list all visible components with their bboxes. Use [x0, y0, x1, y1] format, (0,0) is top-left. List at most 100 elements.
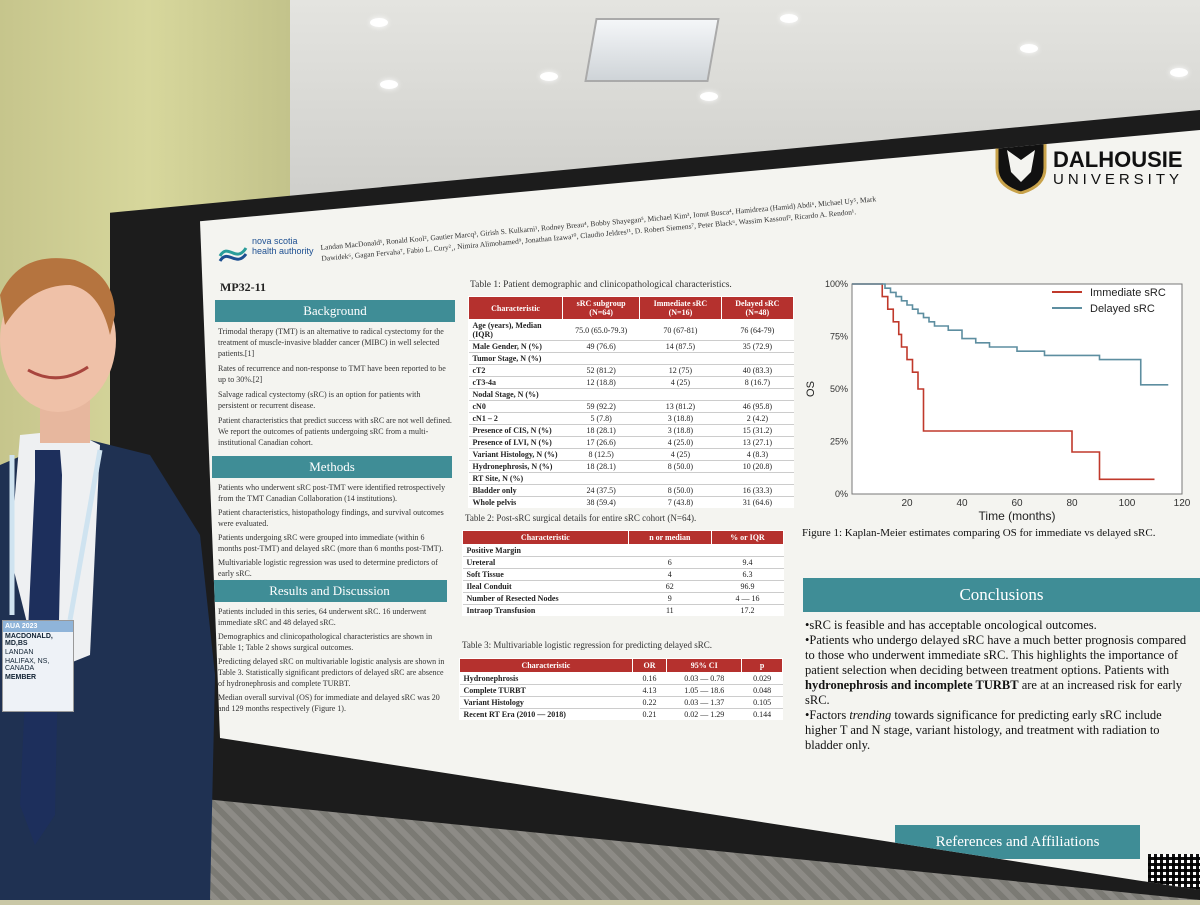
table1-row: Male Gender, N (%) 49 (76.6) 14 (87.5) 35 (… — [468, 340, 794, 353]
table1-cell: 2 (4.2) — [721, 412, 794, 425]
plot-area — [851, 283, 1183, 495]
table3-row: Variant Histology 0.22 0.03 — 1.37 0.105 — [459, 696, 783, 709]
table1-cell: cN0 — [468, 400, 563, 413]
table2-cell: Soft Tissue — [462, 568, 629, 581]
table2-cell — [628, 544, 712, 557]
table1-cell: 16 (33.3) — [721, 484, 794, 497]
table1: Characteristic sRC subgroup (N=64) Immedia… — [467, 296, 795, 508]
table1-cell: Presence of LVI, N (%) — [468, 436, 563, 449]
km-chart-svg: 0% 25% 50% 75% 100% 20 40 60 80 100 120 Time (month… — [805, 279, 1191, 523]
table1-cell: cT2 — [468, 364, 563, 377]
table1-cell: 49 (76.6) — [562, 340, 640, 353]
table1-row: Hydronephrosis, N (%) 18 (28.1) 8 (50.0) 10… — [468, 460, 794, 473]
table2-row: Ileal Conduit 62 96.9 — [462, 580, 784, 593]
ceiling-light — [780, 14, 798, 23]
y-tick-label: 100% — [825, 279, 848, 289]
table2-header: Characteristic — [462, 530, 629, 545]
table2-row: Positive Margin — [462, 544, 784, 557]
table1-row: Nodal Stage, N (%) — [468, 388, 794, 401]
table1-row: Presence of LVI, N (%) 17 (26.6) 4 (25.0) 1… — [468, 436, 794, 449]
table2-row: Intraop Transfusion 11 17.2 — [462, 604, 784, 616]
table3-cell: 0.03 — 1.37 — [666, 696, 742, 709]
table3-cell: 0.22 — [632, 696, 667, 709]
table1-cell: cT3-4a — [468, 376, 563, 389]
methods-text: Patients who underwent sRC post-TMT were… — [218, 482, 448, 579]
conclusion-bullet: •Patients who undergo delayed sRC have a… — [805, 633, 1187, 707]
y-tick-label: 0% — [835, 489, 848, 499]
table3: Characteristic OR 95% CI p Hydronephrosis 0.1… — [459, 658, 783, 720]
background-bullet: Trimodal therapy (TMT) is an alternative… — [218, 327, 444, 358]
table3-cell: 0.029 — [741, 672, 783, 685]
x-tick-label: 120 — [1174, 498, 1191, 509]
table1-cell — [562, 352, 640, 365]
table1-cell: 35 (72.9) — [721, 340, 794, 353]
table1-header: Immediate sRC (N=16) — [639, 296, 722, 320]
conclusion-bullet: •Factors trending towards significance f… — [805, 708, 1162, 752]
table1-row: Whole pelvis 38 (59.4) 7 (43.8) 31 (64.6) — [468, 496, 794, 508]
table1-cell: 46 (95.8) — [721, 400, 794, 413]
table2-row: Soft Tissue 4 6.3 — [462, 568, 784, 581]
badge-role: MEMBER — [5, 674, 37, 681]
table1-cell: 4 (8.3) — [721, 448, 794, 461]
table1-cell: Hydronephrosis, N (%) — [468, 460, 563, 473]
table1-cell: Male Gender, N (%) — [468, 340, 563, 353]
table3-header: p — [741, 658, 783, 673]
table1-cell: 17 (26.6) — [562, 436, 640, 449]
background-bullet: Salvage radical cystectomy (sRC) is an o… — [218, 390, 421, 410]
x-tick-label: 100 — [1119, 498, 1136, 509]
km-chart: 0% 25% 50% 75% 100% 20 40 60 80 100 120 Time (month… — [800, 260, 1200, 530]
table2-header: % or IQR — [710, 530, 785, 545]
table1-cell — [639, 472, 722, 485]
table3-cell: 0.02 — 1.29 — [666, 708, 742, 720]
table1-cell: Tumor Stage, N (%) — [468, 352, 563, 365]
dalhousie-subname: UNIVERSITY — [1053, 171, 1184, 188]
table2: Characteristic n or median% or IQR Positiv… — [462, 530, 785, 616]
table1-row: Tumor Stage, N (%) — [468, 352, 794, 365]
table1-cell: 15 (31.2) — [721, 424, 794, 437]
results-text: Patients included in this series, 64 und… — [218, 606, 446, 714]
table2-row: Number of Resected Nodes 9 4 — 16 — [462, 592, 784, 605]
table1-cell: 38 (59.4) — [562, 496, 640, 508]
ceiling-light — [380, 80, 398, 89]
figure-caption: Figure 1: Kaplan-Meier estimates compari… — [802, 527, 1156, 539]
conclusions-text: •sRC is feasible and has acceptable onco… — [805, 618, 1195, 753]
km-line-delayed — [852, 283, 1169, 386]
table1-cell: 5 (7.8) — [562, 412, 640, 425]
table3-row: Recent RT Era (2010 — 2018) 0.21 0.02 — 1.… — [459, 708, 783, 720]
table1-cell: 4 (25) — [639, 448, 722, 461]
table1-cell: 24 (37.5) — [562, 484, 640, 497]
results-heading: Results and Discussion — [212, 580, 447, 602]
table2-cell: 4 — [628, 568, 712, 581]
y-axis-label: OS — [805, 381, 817, 397]
table2-cell: 96.9 — [711, 580, 784, 593]
table2-cell — [711, 544, 784, 557]
poster: nova scotia health authority DALHOUSIE U… — [200, 130, 1200, 890]
legend-label: Immediate sRC — [1090, 287, 1166, 299]
results-bullet: Predicting delayed sRC on multivariable … — [218, 657, 445, 688]
results-bullet: Median overall survival (OS) for immedia… — [218, 693, 440, 713]
methods-bullet: Patients undergoing sRC were grouped int… — [218, 533, 444, 553]
table2-cell: Intraop Transfusion — [462, 604, 629, 616]
table1-cell: 13 (27.1) — [721, 436, 794, 449]
table1-cell — [562, 388, 640, 401]
x-tick-label: 60 — [1011, 498, 1023, 509]
ceiling-light — [1020, 44, 1038, 53]
badge-first-name: LANDAN — [5, 649, 34, 656]
background-bullet: Patient characteristics that predict suc… — [218, 416, 452, 447]
table1-cell: Variant Histology, N (%) — [468, 448, 563, 461]
table1-row: cT2 52 (81.2) 12 (75) 40 (83.3) — [468, 364, 794, 377]
ceiling-light — [540, 72, 558, 81]
table1-row: cT3-4a 12 (18.8) 4 (25) 8 (16.7) — [468, 376, 794, 389]
wave-icon — [218, 247, 248, 262]
table3-cell: Recent RT Era (2010 — 2018) — [459, 708, 633, 720]
table1-cell — [721, 352, 794, 365]
table2-cell: 17.2 — [711, 604, 784, 616]
background-bullet: Rates of recurrence and non-response to … — [218, 364, 446, 384]
table1-cell: 14 (87.5) — [639, 340, 722, 353]
table1-cell: 4 (25) — [639, 376, 722, 389]
table1-header: Characteristic — [467, 296, 564, 320]
nsha-logo-text: nova scotia — [252, 236, 298, 246]
table2-row: Ureteral 6 9.4 — [462, 556, 784, 569]
methods-bullet: Patient characteristics, histopathology … — [218, 508, 444, 528]
table1-row: Bladder only 24 (37.5) 8 (50.0) 16 (33.3) — [468, 484, 794, 497]
